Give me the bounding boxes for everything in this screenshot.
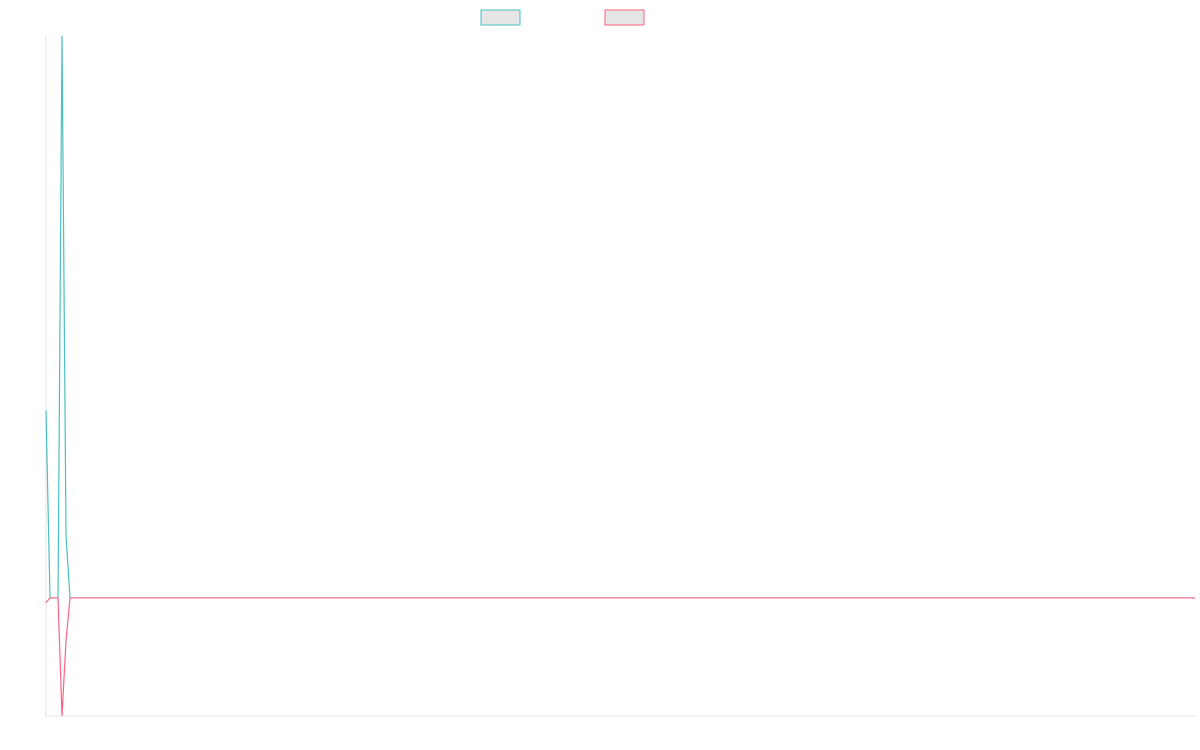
legend-swatch: [604, 9, 645, 26]
legend-swatch: [480, 9, 521, 26]
line-series: [45, 35, 1195, 599]
line-series: [45, 597, 1195, 717]
